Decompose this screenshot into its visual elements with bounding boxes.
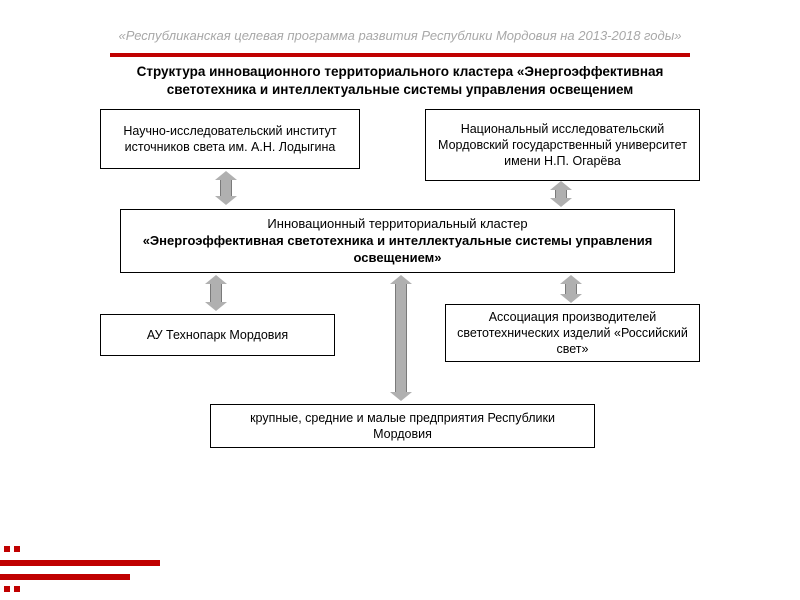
arrow-icon xyxy=(215,171,237,205)
node-label-line1: Инновационный территориальный кластер xyxy=(267,216,527,233)
accent-bar xyxy=(110,53,690,57)
node-research-institute: Научно-исследовательский институт источн… xyxy=(100,109,360,169)
arrow-icon xyxy=(390,275,412,401)
arrow-icon xyxy=(560,275,582,303)
node-label: Научно-исследовательский институт источн… xyxy=(109,123,351,156)
node-label: Национальный исследовательский Мордовски… xyxy=(434,121,691,170)
program-title: «Республиканская целевая программа разви… xyxy=(0,0,800,51)
diagram-subtitle: Структура инновационного территориальног… xyxy=(0,63,800,109)
node-technopark: АУ Технопарк Мордовия xyxy=(100,314,335,356)
node-label-line2: «Энергоэффективная светотехника и интелл… xyxy=(129,233,666,267)
node-label: крупные, средние и малые предприятия Рес… xyxy=(219,410,586,443)
node-label: АУ Технопарк Мордовия xyxy=(147,327,288,343)
arrow-icon xyxy=(205,275,227,311)
node-central-cluster: Инновационный территориальный кластер «Э… xyxy=(120,209,675,273)
node-association: Ассоциация производителей светотехническ… xyxy=(445,304,700,362)
node-enterprises: крупные, средние и малые предприятия Рес… xyxy=(210,404,595,448)
node-university: Национальный исследовательский Мордовски… xyxy=(425,109,700,181)
corner-decoration xyxy=(0,540,170,600)
arrow-icon xyxy=(550,181,572,207)
node-label: Ассоциация производителей светотехническ… xyxy=(454,309,691,358)
cluster-diagram: Научно-исследовательский институт источн… xyxy=(80,109,720,479)
